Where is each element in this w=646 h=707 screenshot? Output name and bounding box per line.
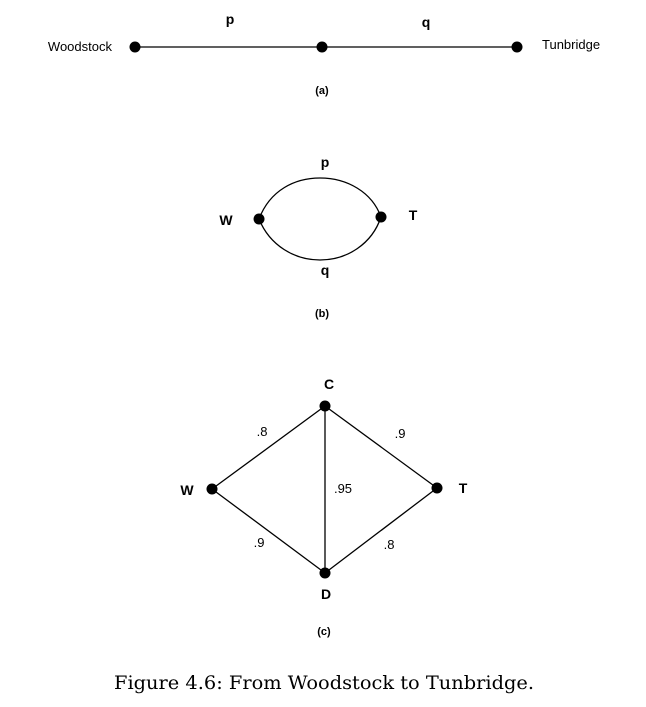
edge-c-wc bbox=[211, 405, 326, 490]
node-label-woodstock: Woodstock bbox=[48, 39, 113, 54]
node-c-t bbox=[431, 482, 443, 494]
node-a-middle bbox=[316, 41, 328, 53]
node-b-t bbox=[375, 211, 387, 223]
edge-label-q: q bbox=[422, 14, 431, 30]
panel-label-a: (a) bbox=[315, 85, 329, 97]
edge-c-dt bbox=[324, 487, 438, 574]
edge-label-dt: .8 bbox=[384, 537, 395, 552]
panel-b: W T p q (b) bbox=[219, 154, 417, 320]
node-c-c bbox=[319, 400, 331, 412]
edge-label-wc: .8 bbox=[257, 424, 268, 439]
edge-label-cd: .95 bbox=[334, 481, 352, 496]
edge-c-wd bbox=[211, 488, 326, 574]
node-label-t-b: T bbox=[409, 207, 418, 223]
node-label-d: D bbox=[321, 586, 331, 602]
node-label-w-c: W bbox=[180, 482, 194, 498]
edge-b-q bbox=[258, 216, 382, 261]
node-label-c: C bbox=[324, 376, 334, 392]
panel-label-b: (b) bbox=[315, 308, 329, 320]
edge-label-wd: .9 bbox=[254, 535, 265, 550]
figure-caption: Figure 4.6: From Woodstock to Tunbridge. bbox=[114, 672, 534, 694]
node-a-woodstock bbox=[129, 41, 141, 53]
edge-b-p bbox=[258, 177, 382, 220]
panel-a: Woodstock Tunbridge p q (a) bbox=[48, 11, 600, 97]
node-label-t-c: T bbox=[459, 480, 468, 496]
edge-label-p-b: p bbox=[321, 154, 330, 170]
edge-label-q-b: q bbox=[321, 262, 330, 278]
node-c-w bbox=[206, 483, 218, 495]
node-label-tunbridge: Tunbridge bbox=[542, 37, 600, 52]
edge-label-p: p bbox=[226, 11, 235, 27]
node-c-d bbox=[319, 567, 331, 579]
edge-c-ct bbox=[324, 405, 438, 489]
node-label-w-b: W bbox=[219, 212, 233, 228]
node-b-w bbox=[253, 213, 265, 225]
edge-label-ct: .9 bbox=[395, 426, 406, 441]
panel-label-c: (c) bbox=[317, 626, 331, 638]
node-a-tunbridge bbox=[511, 41, 523, 53]
panel-c: W C D T .8 .9 .95 .9 .8 (c) bbox=[180, 376, 467, 638]
